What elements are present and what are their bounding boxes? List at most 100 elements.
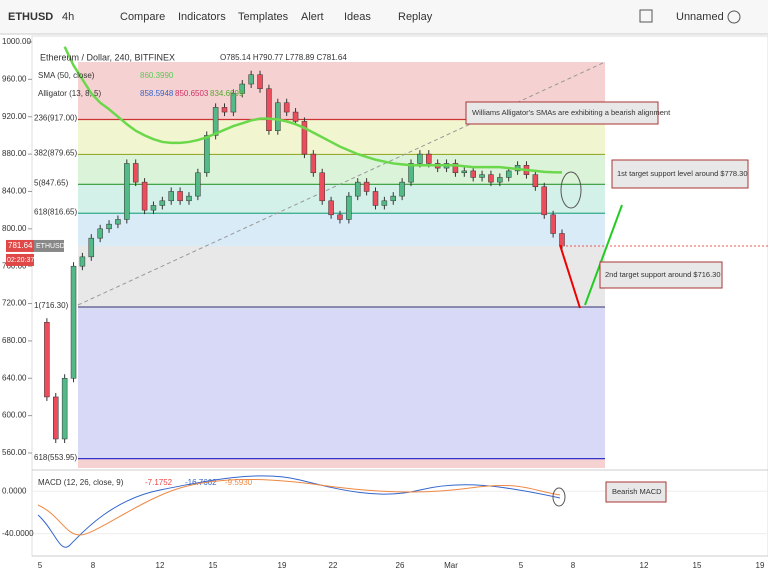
highlight — [560, 171, 582, 209]
callout — [611, 159, 749, 189]
candle — [541, 186, 547, 216]
candle — [195, 172, 201, 197]
candle — [53, 396, 59, 440]
candle — [266, 88, 272, 131]
candle — [221, 107, 228, 113]
macd-value: -7.1752 — [145, 478, 173, 487]
macd-tick-label: 0.0000 — [2, 486, 27, 495]
x-tick-label: 5 — [519, 561, 524, 570]
x-tick-label: 26 — [396, 561, 405, 570]
macd-line — [37, 475, 561, 548]
layout-name[interactable]: Unnamed — [676, 11, 724, 23]
fib-band — [78, 245, 605, 308]
candle — [488, 174, 494, 183]
candle — [319, 172, 325, 202]
y-tick-label: 880.00 — [2, 149, 27, 158]
toolbar — [0, 0, 768, 34]
y-tick-label: 920.00 — [2, 112, 27, 121]
arrow-up — [584, 204, 623, 306]
sma-line — [63, 46, 563, 174]
candle — [399, 181, 405, 197]
toolbar-item[interactable]: Compare — [120, 11, 165, 23]
icon[interactable] — [639, 9, 653, 23]
highlight — [552, 487, 566, 507]
x-tick-label: 15 — [693, 561, 702, 570]
annotation: 2nd target support around $716.30 — [605, 270, 721, 279]
y-tick-label: 800.00 — [2, 224, 27, 233]
fib-band — [78, 307, 605, 459]
candle — [417, 153, 423, 164]
candle — [479, 174, 485, 178]
chart-title: Ethereum / Dollar, 240, BITFINEX — [40, 52, 175, 62]
fib-label: 618(553.95) — [34, 453, 77, 462]
x-tick-label: 12 — [156, 561, 165, 570]
indicator-value: 860.3990 — [140, 71, 174, 80]
x-tick-label: 8 — [571, 561, 576, 570]
toolbar-item[interactable]: Templates — [238, 11, 289, 23]
toolbar-item[interactable]: Indicators — [178, 11, 226, 23]
candle — [470, 170, 476, 178]
candle — [310, 153, 317, 174]
candle — [532, 174, 539, 188]
candle — [550, 214, 556, 234]
x-tick-label: 19 — [278, 561, 287, 570]
candle — [141, 181, 148, 211]
y-tick-label: 680.00 — [2, 336, 27, 345]
candle — [150, 205, 157, 211]
candle — [390, 195, 397, 202]
symbol[interactable]: ETHUSD — [8, 11, 53, 23]
x-tick-label: 8 — [91, 561, 96, 570]
callout — [465, 101, 659, 125]
indicator-name: Alligator (13, 8, 5) — [38, 89, 101, 98]
y-tick-label: 560.00 — [2, 448, 27, 457]
candle — [106, 223, 112, 230]
callout — [605, 481, 667, 503]
x-tick-label: 15 — [209, 561, 218, 570]
candle — [177, 191, 183, 202]
candle — [301, 121, 308, 155]
macd-value: -9.5930 — [225, 478, 253, 487]
y-tick-label: 640.00 — [2, 373, 27, 382]
ohlc: O785.14 H790.77 L778.89 C781.64 — [220, 53, 347, 62]
x-tick-label: 5 — [38, 561, 43, 570]
candle — [354, 181, 361, 197]
candle — [132, 163, 139, 183]
fib-label: 1(716.30) — [34, 301, 69, 310]
y-tick-label: 600.00 — [2, 411, 27, 420]
candle — [79, 256, 86, 267]
annotation: Williams Alligator's SMAs are exhibiting… — [472, 108, 671, 117]
candle — [168, 191, 174, 202]
candle — [257, 74, 263, 89]
candle — [248, 74, 254, 85]
candle — [452, 163, 459, 174]
y-tick-label: 960.00 — [2, 74, 27, 83]
x-tick-label: 12 — [640, 561, 649, 570]
candle — [124, 163, 130, 220]
interval[interactable]: 4h — [62, 11, 74, 23]
candle — [328, 200, 334, 216]
candle — [408, 163, 414, 183]
indicator-value: 858.5948 — [140, 89, 174, 98]
candle — [461, 170, 468, 174]
countdown-tag — [6, 253, 34, 266]
candle — [97, 228, 103, 239]
symbol-tag-label: ETHUSD — [36, 243, 65, 250]
toolbar-item[interactable]: Alert — [301, 11, 324, 23]
candle — [70, 265, 77, 379]
candle — [346, 195, 352, 220]
y-tick-label: 1000.00 — [2, 37, 31, 46]
countdown: 02:20:37 — [7, 257, 34, 264]
macd-title: MACD (12, 26, close, 9) — [38, 478, 124, 487]
toolbar-item[interactable]: Replay — [398, 11, 433, 23]
candle — [239, 83, 246, 94]
arrow-down — [559, 244, 581, 309]
indicator-value: 834.6699 — [210, 89, 244, 98]
candle — [559, 233, 565, 247]
toolbar-item[interactable]: Ideas — [344, 11, 371, 23]
fib-band — [78, 184, 605, 214]
candle — [115, 219, 121, 225]
settings-icon[interactable] — [727, 10, 741, 24]
x-tick-label: 19 — [756, 561, 765, 570]
